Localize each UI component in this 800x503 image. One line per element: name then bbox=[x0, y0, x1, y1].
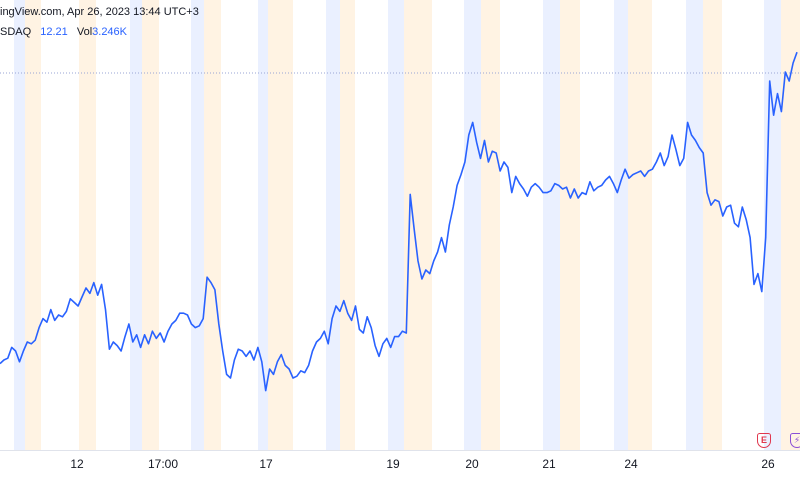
x-tick-label: 20 bbox=[465, 457, 479, 471]
postmarket-band bbox=[703, 0, 722, 450]
postmarket-band bbox=[481, 0, 500, 450]
x-tick-label: 19 bbox=[386, 457, 400, 471]
premarket-band bbox=[388, 0, 404, 450]
x-tick-label: 12 bbox=[70, 457, 84, 471]
price-line-series bbox=[0, 51, 798, 392]
last-price-value: 12.21 bbox=[40, 26, 68, 38]
postmarket-band bbox=[404, 0, 432, 450]
premarket-band bbox=[686, 0, 703, 450]
postmarket-band bbox=[204, 0, 221, 450]
session-bands bbox=[14, 0, 800, 450]
volume-value: 3.246K bbox=[92, 26, 128, 38]
earnings-event-icon[interactable]: E bbox=[757, 433, 771, 448]
postmarket-band bbox=[781, 0, 800, 450]
premarket-band bbox=[326, 0, 340, 450]
x-tick-label: 21 bbox=[542, 457, 556, 471]
postmarket-band bbox=[142, 0, 159, 450]
postmarket-band bbox=[25, 0, 41, 450]
premarket-band bbox=[14, 0, 25, 450]
postmarket-band bbox=[628, 0, 652, 450]
x-tick-label: 24 bbox=[624, 457, 638, 471]
premarket-band bbox=[258, 0, 268, 450]
symbol-legend: SDAQ 12.21 Vol3.246K bbox=[0, 26, 127, 38]
volume-label: Vol bbox=[76, 26, 93, 38]
postmarket-band bbox=[560, 0, 580, 450]
premarket-band bbox=[614, 0, 628, 450]
x-axis-labels: 12 17:00 17 19 20 21 24 26 bbox=[70, 457, 775, 471]
postmarket-band bbox=[340, 0, 355, 450]
postmarket-band bbox=[79, 0, 96, 450]
watermark: ingView.com, Apr 26, 2023 13:44 UTC+3 bbox=[0, 6, 199, 18]
postmarket-band bbox=[268, 0, 293, 450]
premarket-band bbox=[191, 0, 204, 450]
price-line bbox=[0, 51, 798, 392]
premarket-band bbox=[464, 0, 481, 450]
x-tick-label: 17 bbox=[259, 457, 273, 471]
symbol-name: SDAQ bbox=[0, 26, 32, 38]
premarket-band bbox=[130, 0, 142, 450]
split-event-icon[interactable]: ⚡ bbox=[790, 433, 800, 448]
x-tick-label: 17:00 bbox=[148, 457, 178, 471]
x-tick-label: 26 bbox=[761, 457, 775, 471]
premarket-band bbox=[543, 0, 560, 450]
